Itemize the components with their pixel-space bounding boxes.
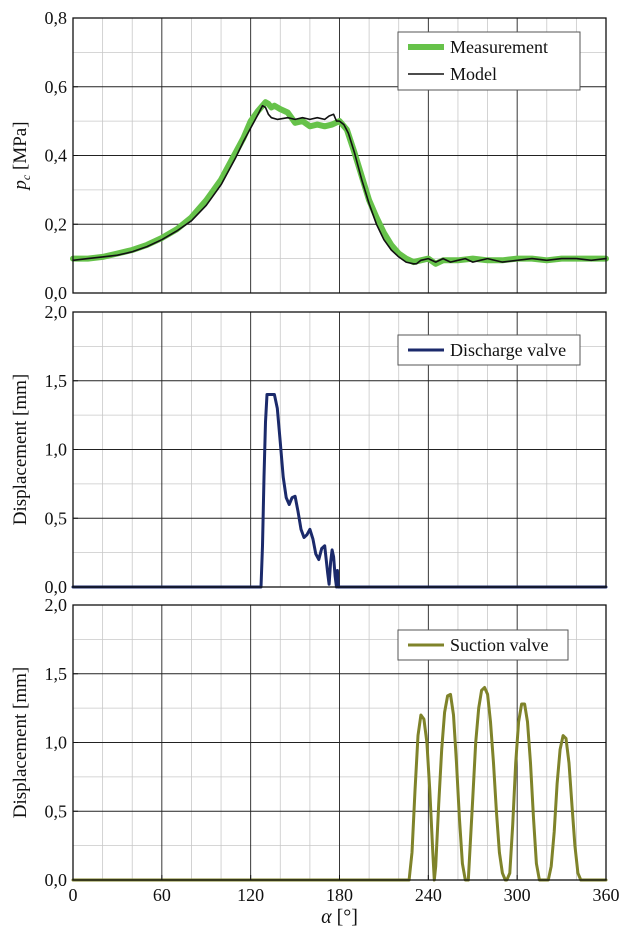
x-ticks: 0 60 120 180 240 300 360 — [69, 875, 620, 905]
discharge-legend: Discharge valve — [397, 334, 581, 366]
y-tick-label: 0,4 — [45, 146, 68, 166]
x-tick-label: 180 — [326, 885, 353, 905]
x-tick-label: 60 — [153, 885, 171, 905]
suction-series — [71, 686, 608, 882]
pressure-y-axis-symbol: p — [10, 180, 31, 192]
pressure-y-axis-subscript: c — [19, 174, 33, 180]
legend-entry: Discharge valve — [450, 340, 566, 360]
y-tick-label: 0,2 — [45, 214, 68, 234]
suction-y-axis-label: Displacement [mm] — [10, 667, 31, 818]
pressure-panel: 0,0 0,2 0,4 0,6 0,8 pc [MPa] Measurement Mode… — [10, 8, 609, 303]
pressure-legend: Measurement Model — [397, 31, 581, 91]
pressure-y-axis-unit: [MPa] — [10, 121, 31, 174]
y-tick-label: 0,0 — [45, 870, 68, 890]
x-tick-label: 120 — [237, 885, 264, 905]
legend-entry: Suction valve — [450, 635, 548, 655]
y-tick-label: 1,0 — [45, 733, 68, 753]
suction-legend: Suction valve — [397, 629, 569, 661]
x-tick-label: 240 — [415, 885, 442, 905]
discharge-series — [71, 393, 608, 589]
x-tick-label: 300 — [504, 885, 531, 905]
y-tick-label: 2,0 — [45, 595, 68, 615]
y-tick-label: 0,5 — [45, 801, 68, 821]
series-line-suction-valve — [71, 686, 608, 882]
pressure-series — [70, 99, 609, 267]
pressure-y-ticks: 0,0 0,2 0,4 0,6 0,8 — [45, 8, 78, 303]
x-axis-symbol: α — [321, 906, 332, 928]
y-tick-label: 0,0 — [45, 283, 68, 303]
legend-entry: Measurement — [450, 37, 548, 57]
y-tick-label: 1,5 — [45, 371, 68, 391]
series-line-discharge-valve — [71, 393, 608, 589]
suction-panel: 0,0 0,5 1,0 1,5 2,0 Displacement [mm] Suctio… — [10, 595, 620, 928]
discharge-y-ticks: 0,0 0,5 1,0 1,5 2,0 — [45, 302, 78, 597]
pressure-y-axis-label: pc [MPa] — [10, 121, 33, 191]
y-tick-label: 0,5 — [45, 508, 68, 528]
discharge-panel: 0,0 0,5 1,0 1,5 2,0 Displacement [mm] Discha… — [10, 302, 608, 597]
x-axis-label: α [°] — [321, 906, 358, 928]
y-tick-label: 2,0 — [45, 302, 68, 322]
legend-entry: Model — [450, 64, 497, 84]
x-axis-unit: [°] — [332, 906, 358, 928]
y-tick-label: 1,0 — [45, 440, 68, 460]
y-tick-label: 0,0 — [45, 577, 68, 597]
series-line-measurement — [70, 99, 609, 267]
series-line-model — [72, 104, 607, 265]
discharge-gridlines — [73, 312, 606, 587]
suction-y-ticks: 0,0 0,5 1,0 1,5 2,0 — [45, 595, 78, 890]
pressure-legend-box — [397, 31, 581, 91]
y-tick-label: 0,6 — [45, 77, 68, 97]
y-tick-label: 0,8 — [45, 8, 68, 28]
x-tick-label: 360 — [593, 885, 620, 905]
x-tick-label: 0 — [69, 885, 78, 905]
discharge-y-axis-label: Displacement [mm] — [10, 374, 31, 525]
y-tick-label: 1,5 — [45, 664, 68, 684]
